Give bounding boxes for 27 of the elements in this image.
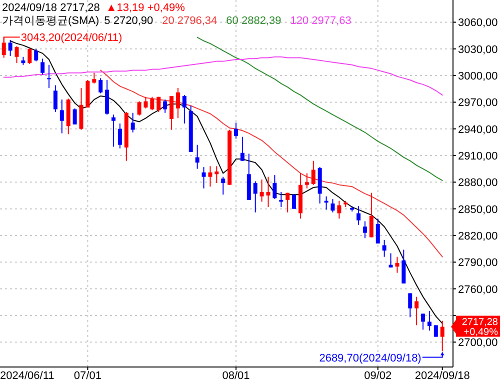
chart-title: 2024/09/18 2717,28 [2,2,100,14]
y-tick-label: 2700,00 [458,337,498,350]
legend-title: 가격이동평균(SMA) [2,15,100,27]
x-tick-label: 2024/09/18 [414,370,470,381]
text: 20 2796,34 [162,15,218,27]
y-tick-label: 2910,00 [458,150,498,163]
y-tick-label: 2790,00 [458,257,498,270]
y-tick-label: 2880,00 [458,177,498,190]
y-tick-label: 3030,00 [458,44,498,56]
chart-subtitle: ▲13,19 +0,49% [106,2,186,14]
annotation: 2689,70(2024/09/18) [319,352,422,364]
y-tick-label: 2850,00 [458,204,498,216]
text: 5 2720,90 [104,15,154,27]
x-tick-label: 09/02 [364,370,392,381]
y-tick-label: 2970,00 [458,97,498,110]
annotation: 2024/06/11 [0,370,54,381]
x-tick-label: 08/01 [222,370,250,381]
y-tick-label: 3000,00 [458,70,498,83]
annotation: 2689,70(2024/09/18) [319,352,444,364]
text: 120 2977,63 [290,15,352,27]
y-tick-label: 3060,00 [458,17,498,30]
y-tick-label: 2760,00 [458,284,498,296]
y-tick-label: 2940,00 [458,124,498,136]
x-tick-label: 07/01 [74,370,102,381]
y-tick-label: 2820,00 [458,230,498,242]
annotation: 2717,28 +0,49% [451,316,500,338]
text: 60 2882,39 [226,15,282,27]
